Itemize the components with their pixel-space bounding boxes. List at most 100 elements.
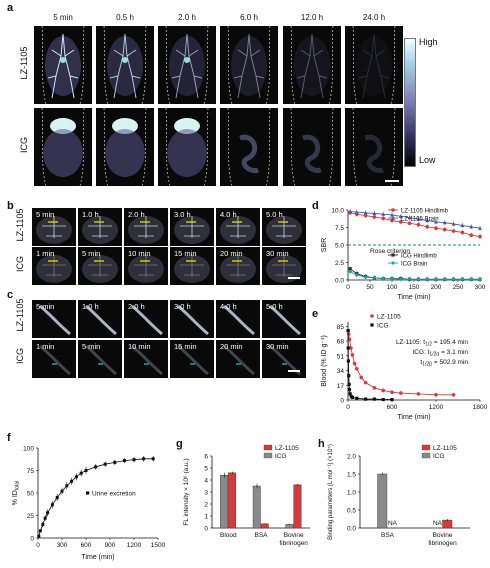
panel-a-image-tile	[34, 108, 92, 186]
chart-d-data-point	[390, 218, 394, 223]
vessel-pattern	[134, 216, 158, 238]
panelB-image-tile	[216, 208, 260, 246]
chart-e-half-life-icg-beta-value: = 502.9 min	[432, 359, 468, 366]
hindlimb-vessel	[223, 344, 255, 376]
chart-d-data-point	[460, 277, 465, 282]
chart-d-data-point	[434, 277, 438, 282]
chart-h-legend-swatch	[421, 452, 431, 459]
chart-e-blood: 0 17 34 51 68 85 0 600 1200 1800 Time (min) Blood (…	[321, 314, 488, 422]
chart-g-legend-label: LZ-1105	[275, 445, 299, 452]
chart-e-data-point	[346, 346, 350, 350]
chart-f-y-axis-label-main: % ID	[12, 490, 19, 505]
chart-d-x-tick-label: 300	[475, 284, 486, 291]
chart-h-y-tick-label: 0.5	[347, 508, 356, 515]
chart-f-data-point	[46, 511, 50, 515]
panel-a-time-label: 0.5 h	[116, 13, 134, 22]
panel-a-scale-bar	[385, 180, 399, 182]
chart-e-y-tick-label: 51	[337, 353, 345, 360]
vessel-pattern	[88, 216, 112, 238]
body-glow	[107, 36, 143, 96]
chart-e-half-life-lz1105-value: = 195.4 min	[432, 339, 468, 346]
panel-a-row-label-icg: ICG	[19, 137, 29, 154]
panel-a-image-drawing	[290, 108, 334, 186]
chart-h-legend-label: LZ-1105	[433, 445, 457, 452]
chart-d-data-point	[416, 222, 421, 227]
chart-f-data-point	[55, 496, 59, 499]
panel-a-row-label-lz1105: LZ-1105	[19, 46, 29, 80]
hotspot	[122, 57, 128, 63]
chart-d-legend-label: LZ-1105 Brain	[401, 216, 439, 222]
chart-h-legend-swatch	[421, 444, 431, 451]
panel-a-image-drawing	[165, 26, 209, 104]
panelB-image-drawing	[220, 216, 256, 244]
panelB-time-label: 5 min	[36, 210, 55, 219]
panelB-image-drawing	[220, 255, 256, 283]
panelB-image-drawing	[36, 216, 72, 244]
intestine-signal	[302, 134, 322, 174]
chart-f-data-point	[65, 484, 69, 488]
panelB-image-drawing	[128, 216, 164, 244]
chart-d-data-point	[381, 212, 386, 216]
chart-d-x-tick-label: 50	[366, 284, 374, 291]
panelB-image-drawing	[174, 255, 210, 283]
panel-a-time-label: 2.0 h	[178, 13, 196, 22]
colorbar	[404, 38, 416, 167]
chart-e-half-life-icg-alpha-value: = 3.1 min	[439, 349, 468, 356]
chart-e-data-point	[364, 397, 368, 401]
chart-d-data-point	[416, 277, 421, 282]
hindlimb-vessel	[131, 344, 163, 376]
panelC-time-label: 10 min	[128, 342, 151, 351]
chart-f-data-point	[122, 459, 126, 463]
chart-e-half-life-icg-alpha-subscript: 1/2α	[429, 352, 439, 358]
panel-a-image-tile	[283, 26, 341, 104]
colorbar-low-label: Low	[419, 155, 436, 165]
vessel-pattern	[42, 255, 66, 277]
panel-a-image-drawing	[227, 26, 271, 104]
chart-d-y-tick-label: 7.5	[335, 225, 344, 232]
chart-d-data-point	[425, 277, 430, 282]
chart-e-data-point	[381, 388, 385, 393]
chart-g-legend-swatch	[263, 444, 273, 451]
chart-f-data-point	[103, 462, 107, 466]
vessel-pattern	[47, 33, 79, 99]
chart-d-data-point	[407, 221, 412, 226]
chart-d-data-point	[451, 277, 456, 282]
panel-g-label: g	[176, 438, 183, 450]
hotspot	[184, 57, 190, 63]
chart-d-data-point	[425, 225, 429, 229]
chart-d-legend-marker	[391, 261, 395, 265]
panel-a-image-drawing	[165, 108, 209, 186]
panelB-image-tile	[32, 208, 76, 246]
panelC-image-tile	[78, 300, 122, 338]
chart-e-half-life-icg-beta-subscript: 1/2β	[422, 362, 432, 368]
panel-a-image-tile	[158, 108, 216, 186]
chart-f-x-axis-label: Time (min)	[81, 554, 114, 561]
panelB-time-label: 1 min	[36, 249, 55, 258]
panelB-image-drawing	[82, 255, 118, 283]
panelC-image-drawing	[223, 344, 255, 376]
chart-g-y-tick-label: 5	[204, 466, 208, 473]
panel-a-image-drawing	[103, 26, 147, 104]
chart-d-data-point	[348, 269, 353, 274]
body-glow	[43, 129, 83, 177]
panel-a-time-label: 6.0 h	[240, 13, 258, 22]
chart-f-data-point	[74, 475, 78, 479]
chart-e-legend-label: ICG	[377, 323, 389, 330]
chart-e-y-tick-label: 34	[337, 368, 345, 375]
chart-e-data-point	[347, 382, 351, 386]
vessel-pattern	[358, 33, 390, 99]
panelB-image-drawing	[266, 255, 302, 283]
body-outline	[41, 108, 85, 186]
panelB-scale-bar	[288, 277, 300, 279]
chart-d-data-point	[381, 216, 385, 221]
panelB-image-tile	[78, 208, 122, 246]
chart-f-legend-label: Urine excretion	[92, 490, 136, 497]
chart-d-sbr: 0.0 2.5 5.0 7.5 10.0 0 50 100 150 200 250 300 Time (…	[321, 208, 486, 302]
panelB-time-label: 5 min	[82, 249, 101, 258]
panelC-time-label: 5 min	[82, 342, 101, 351]
chart-e-y-tick-label: 0	[340, 398, 344, 405]
chart-d-data-point	[443, 227, 447, 232]
chart-d-x-tick-label: 200	[431, 284, 442, 291]
chart-f-y-tick-label: 50	[27, 491, 35, 498]
panelB-image-drawing	[174, 216, 210, 244]
